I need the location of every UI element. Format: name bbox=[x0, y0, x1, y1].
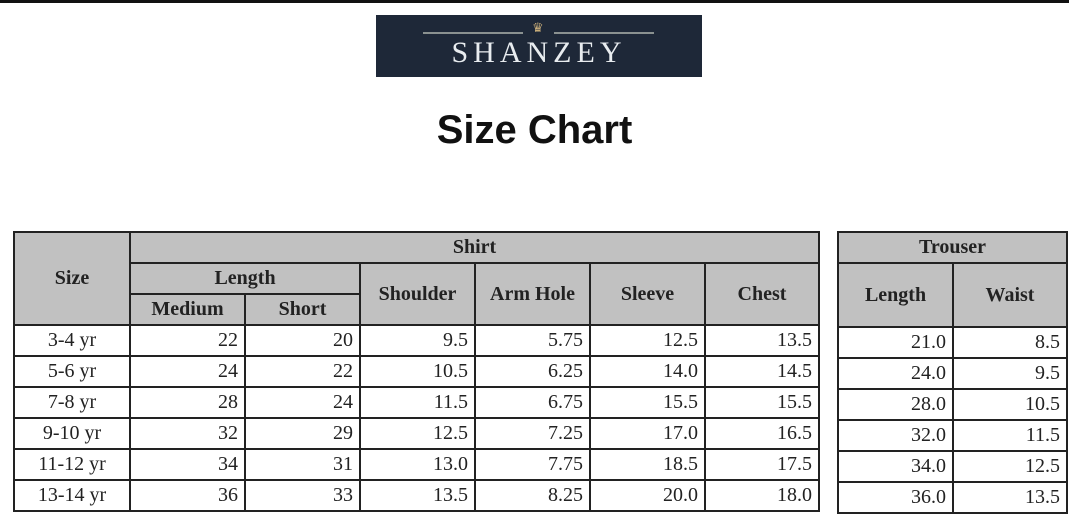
table-row: 24.0 9.5 bbox=[837, 357, 1068, 390]
header-medium: Medium bbox=[129, 293, 246, 326]
table-cell: 28.0 bbox=[837, 388, 954, 421]
table-cell: 14.5 bbox=[704, 355, 820, 388]
header-sleeve: Sleeve bbox=[589, 262, 706, 326]
table-cell: 7-8 yr bbox=[13, 386, 131, 419]
brand-logo: ♛ SHANZEY bbox=[376, 15, 702, 77]
header-short: Short bbox=[244, 293, 361, 326]
header-size: Size bbox=[13, 231, 131, 326]
logo-rule-right bbox=[554, 32, 654, 34]
header-shoulder: Shoulder bbox=[359, 262, 476, 326]
table-row: 21.0 8.5 bbox=[837, 326, 1068, 359]
table-cell: 7.75 bbox=[474, 448, 591, 481]
table-row: 34.0 12.5 bbox=[837, 450, 1068, 483]
table-cell: 3-4 yr bbox=[13, 324, 131, 357]
table-cell: 34.0 bbox=[837, 450, 954, 483]
table-cell: 15.5 bbox=[589, 386, 706, 419]
table-cell: 7.25 bbox=[474, 417, 591, 450]
table-row: 5-6 yr 24 22 10.5 6.25 14.0 14.5 bbox=[13, 355, 820, 388]
table-cell: 33 bbox=[244, 479, 361, 512]
table-cell: 6.75 bbox=[474, 386, 591, 419]
table-cell: 22 bbox=[244, 355, 361, 388]
header-length: Length bbox=[129, 262, 361, 295]
table-row: 28.0 10.5 bbox=[837, 388, 1068, 421]
table-cell: 8.25 bbox=[474, 479, 591, 512]
table-cell: 6.25 bbox=[474, 355, 591, 388]
table-cell: 12.5 bbox=[952, 450, 1068, 483]
table-cell: 9-10 yr bbox=[13, 417, 131, 450]
table-cell: 28 bbox=[129, 386, 246, 419]
table-cell: 14.0 bbox=[589, 355, 706, 388]
table-cell: 32.0 bbox=[837, 419, 954, 452]
table-row: 13-14 yr 36 33 13.5 8.25 20.0 18.0 bbox=[13, 479, 820, 512]
table-cell: 8.5 bbox=[952, 326, 1068, 359]
table-cell: 24 bbox=[129, 355, 246, 388]
table-cell: 24 bbox=[244, 386, 361, 419]
table-cell: 22 bbox=[129, 324, 246, 357]
table-cell: 13.0 bbox=[359, 448, 476, 481]
table-cell: 20 bbox=[244, 324, 361, 357]
table-cell: 9.5 bbox=[359, 324, 476, 357]
table-cell: 13.5 bbox=[359, 479, 476, 512]
table-cell: 32 bbox=[129, 417, 246, 450]
table-row: 32.0 11.5 bbox=[837, 419, 1068, 452]
table-cell: 13-14 yr bbox=[13, 479, 131, 512]
table-row: 7-8 yr 28 24 11.5 6.75 15.5 15.5 bbox=[13, 386, 820, 419]
table-cell: 5-6 yr bbox=[13, 355, 131, 388]
table-cell: 11.5 bbox=[952, 419, 1068, 452]
table-cell: 13.5 bbox=[704, 324, 820, 357]
table-row: 36.0 13.5 bbox=[837, 481, 1068, 514]
table-cell: 18.5 bbox=[589, 448, 706, 481]
crown-icon: ♛ bbox=[532, 20, 544, 35]
table-cell: 10.5 bbox=[359, 355, 476, 388]
trouser-size-table: Trouser Length Waist 21.0 8.5 24.0 9.5 28.0 1… bbox=[837, 231, 1068, 514]
header-waist: Waist bbox=[952, 262, 1068, 328]
logo-rule-left bbox=[423, 32, 523, 34]
table-cell: 36.0 bbox=[837, 481, 954, 514]
table-row: 3-4 yr 22 20 9.5 5.75 12.5 13.5 bbox=[13, 324, 820, 357]
table-cell: 24.0 bbox=[837, 357, 954, 390]
table-cell: 16.5 bbox=[704, 417, 820, 450]
logo-wordmark: SHANZEY bbox=[451, 36, 627, 69]
table-cell: 5.75 bbox=[474, 324, 591, 357]
header-trouser: Trouser bbox=[837, 231, 1068, 264]
table-row: 11-12 yr 34 31 13.0 7.75 18.5 17.5 bbox=[13, 448, 820, 481]
header-arm-hole: Arm Hole bbox=[474, 262, 591, 326]
shirt-size-table: Size Shirt Length Shoulder Arm Hole Slee… bbox=[13, 231, 820, 512]
table-cell: 12.5 bbox=[359, 417, 476, 450]
top-border bbox=[0, 0, 1069, 3]
table-cell: 10.5 bbox=[952, 388, 1068, 421]
table-cell: 17.0 bbox=[589, 417, 706, 450]
header-chest: Chest bbox=[704, 262, 820, 326]
table-cell: 11.5 bbox=[359, 386, 476, 419]
header-shirt: Shirt bbox=[129, 231, 820, 264]
table-cell: 15.5 bbox=[704, 386, 820, 419]
table-row: 9-10 yr 32 29 12.5 7.25 17.0 16.5 bbox=[13, 417, 820, 450]
table-cell: 36 bbox=[129, 479, 246, 512]
table-cell: 17.5 bbox=[704, 448, 820, 481]
table-cell: 34 bbox=[129, 448, 246, 481]
table-cell: 9.5 bbox=[952, 357, 1068, 390]
page-title: Size Chart bbox=[436, 108, 633, 152]
table-cell: 11-12 yr bbox=[13, 448, 131, 481]
table-cell: 13.5 bbox=[952, 481, 1068, 514]
table-cell: 12.5 bbox=[589, 324, 706, 357]
table-cell: 21.0 bbox=[837, 326, 954, 359]
table-cell: 18.0 bbox=[704, 479, 820, 512]
header-trouser-length: Length bbox=[837, 262, 954, 328]
table-cell: 31 bbox=[244, 448, 361, 481]
table-cell: 29 bbox=[244, 417, 361, 450]
table-cell: 20.0 bbox=[589, 479, 706, 512]
